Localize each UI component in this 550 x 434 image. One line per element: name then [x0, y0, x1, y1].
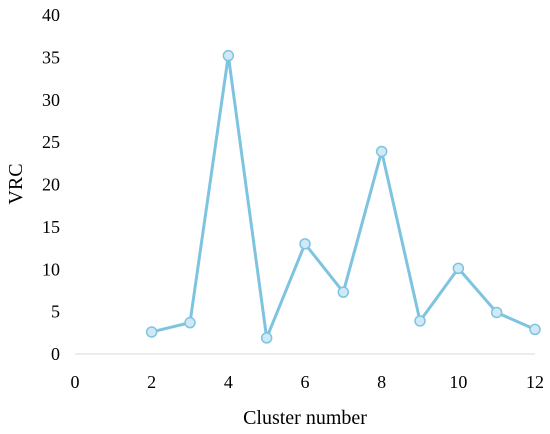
data-point	[337, 286, 350, 298]
data-point	[452, 262, 465, 275]
data-point	[184, 316, 196, 329]
data-point	[299, 238, 311, 250]
x-tick-label: 0	[71, 372, 80, 392]
x-tick-label: 2	[147, 372, 156, 392]
y-tick-label: 15	[42, 217, 60, 237]
data-point	[260, 332, 273, 344]
x-tick-labels: 0 2 4 6 8 10 12	[71, 372, 545, 392]
x-tick-label: 8	[377, 372, 386, 392]
y-tick-labels: 0 5 10 15 20 25 30 35 40	[42, 5, 60, 364]
data-point	[375, 145, 388, 158]
y-tick-label: 25	[42, 132, 60, 152]
data-point	[529, 323, 541, 336]
y-tick-label: 0	[51, 344, 60, 364]
x-tick-label: 4	[224, 372, 233, 392]
series-layer	[145, 49, 541, 344]
x-tick-label: 10	[449, 372, 467, 392]
x-tick-label: 12	[526, 372, 544, 392]
x-tick-label: 6	[301, 372, 310, 392]
y-tick-label: 20	[42, 175, 60, 195]
x-axis-title: Cluster number	[243, 407, 367, 429]
y-tick-label: 10	[42, 259, 60, 279]
y-tick-label: 40	[42, 5, 60, 25]
data-point	[490, 306, 503, 319]
data-point	[414, 315, 426, 327]
data-point	[222, 49, 235, 62]
y-tick-label: 30	[42, 90, 60, 110]
y-tick-label: 35	[42, 47, 60, 67]
y-tick-label: 5	[51, 302, 60, 322]
y-axis-title: VRC	[5, 163, 27, 204]
data-point	[145, 326, 158, 338]
